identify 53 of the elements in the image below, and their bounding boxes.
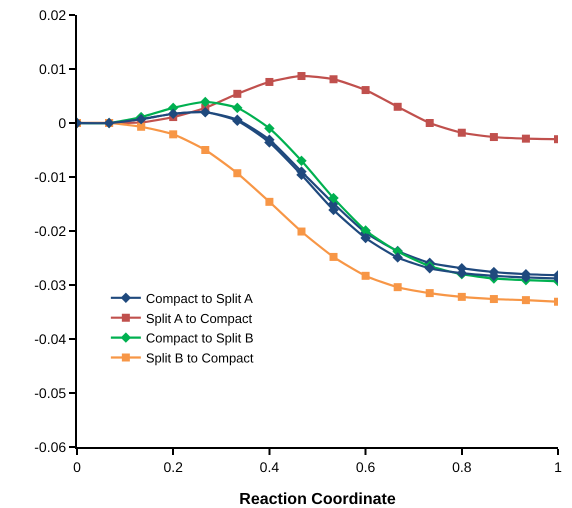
legend-label: Compact to Split A <box>146 290 254 306</box>
point <box>490 295 498 304</box>
point <box>392 252 403 263</box>
point <box>522 296 530 304</box>
y-tick-label: -0.06 <box>34 438 66 455</box>
point <box>137 122 146 131</box>
x-tick-label: 0.4 <box>260 458 280 475</box>
legend-label: Compact to Split B <box>146 330 254 346</box>
point <box>297 228 306 236</box>
y-tick-label: -0.01 <box>34 168 66 185</box>
point <box>233 90 242 98</box>
point <box>362 272 370 280</box>
x-tick-label: 0.2 <box>163 458 184 475</box>
point <box>458 128 466 137</box>
x-tick-label: 1 <box>554 458 562 475</box>
point <box>330 252 338 261</box>
point <box>360 232 371 244</box>
point <box>265 78 274 86</box>
point <box>168 108 178 120</box>
point <box>265 198 274 206</box>
point <box>297 72 306 80</box>
y-tick-label: -0.05 <box>34 384 66 401</box>
point <box>201 146 210 154</box>
point <box>424 263 435 274</box>
point <box>426 119 434 127</box>
y-tick-label: 0.02 <box>38 6 66 23</box>
point <box>362 86 370 94</box>
point <box>328 192 339 204</box>
point <box>232 102 243 114</box>
point <box>394 283 402 292</box>
x-tick-label: 0 <box>73 458 82 475</box>
point <box>169 130 178 138</box>
y-tick-label: 0 <box>58 114 66 131</box>
point <box>296 156 307 166</box>
point <box>458 292 466 301</box>
y-tick-label: -0.03 <box>34 276 66 293</box>
point <box>394 102 402 111</box>
point <box>233 169 242 178</box>
legend-label: Split B to Compact <box>146 350 254 366</box>
y-tick-label: 0.01 <box>38 60 66 77</box>
point <box>522 134 530 143</box>
legend-label: Split A to Compact <box>146 310 252 326</box>
point <box>136 114 146 124</box>
point <box>264 123 275 134</box>
x-tick-label: 0.8 <box>452 458 472 475</box>
x-tick-label: 0.6 <box>356 458 376 475</box>
y-tick-label: -0.02 <box>34 222 66 239</box>
point <box>330 75 338 84</box>
point <box>490 133 498 142</box>
y-tick-label: -0.04 <box>34 330 66 347</box>
x-axis-title: Reaction Coordinate <box>239 491 396 508</box>
point <box>200 96 210 108</box>
point <box>426 289 434 298</box>
